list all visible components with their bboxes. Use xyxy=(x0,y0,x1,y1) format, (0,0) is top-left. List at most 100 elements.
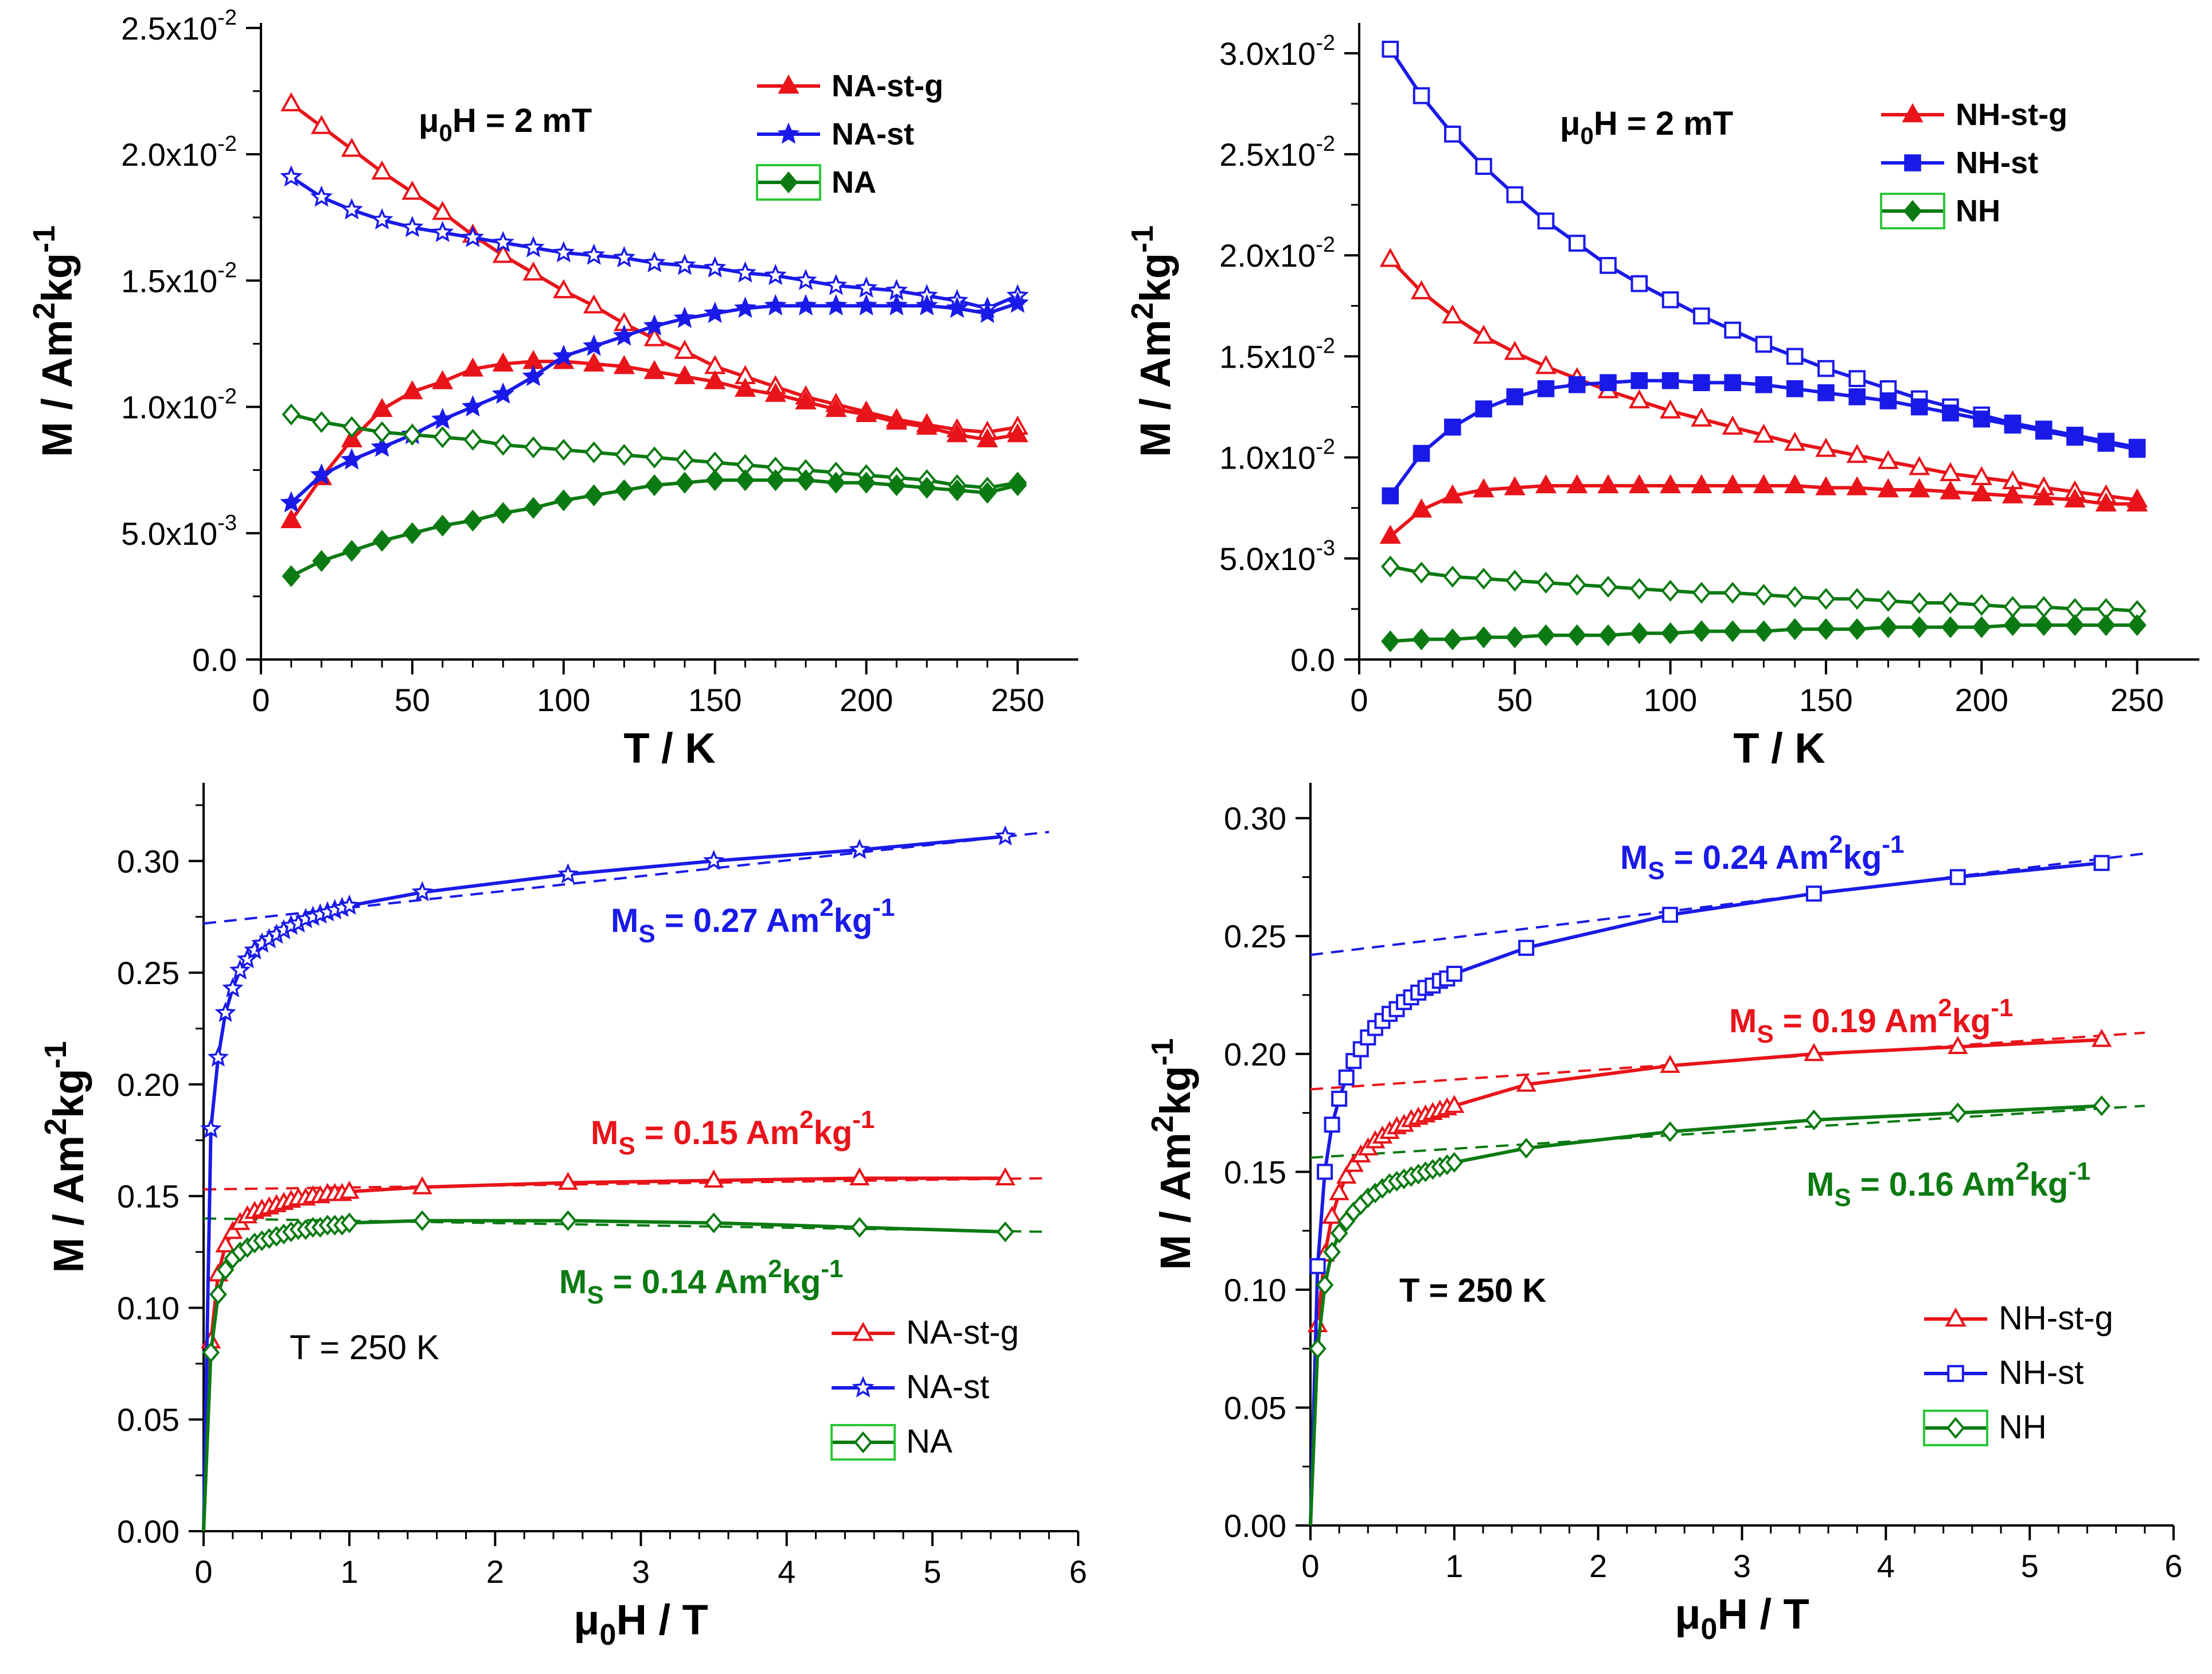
x-tick-label: 50 xyxy=(395,682,430,718)
data-point xyxy=(280,509,302,528)
data-point xyxy=(825,294,848,316)
saturation-annotation: MS = 0.16 Am2kg-1 xyxy=(1807,1157,2090,1212)
data-point xyxy=(855,276,878,298)
data-point xyxy=(1659,399,1682,419)
data-point xyxy=(463,428,482,451)
fit-line xyxy=(1310,852,2145,957)
data-point xyxy=(1817,360,1835,377)
data-point xyxy=(2034,614,2053,637)
data-point xyxy=(1879,590,1898,612)
series-NA-st-g-ZFC xyxy=(280,350,1029,528)
data-point xyxy=(1331,1090,1348,1107)
data-point xyxy=(583,352,605,372)
legend-marker xyxy=(1904,154,1921,171)
legend-box xyxy=(756,164,821,201)
data-point xyxy=(1846,476,1868,495)
y-tick-label: 0.05 xyxy=(1224,1390,1286,1426)
data-point xyxy=(584,484,603,506)
data-point xyxy=(492,244,514,263)
x-tick-label: 1 xyxy=(341,1554,358,1590)
data-point xyxy=(1786,348,1804,365)
data-point xyxy=(1517,1138,1535,1159)
series-line xyxy=(290,175,1019,310)
y-tick-label: 2.0x10-2 xyxy=(1219,233,1335,274)
y-tick-label: 0.0 xyxy=(1290,642,1335,678)
data-point xyxy=(461,395,485,417)
legend-label: NH-st-g xyxy=(1956,97,2067,132)
data-point xyxy=(704,256,727,278)
legend-label: NA xyxy=(906,1423,953,1460)
data-point xyxy=(2004,416,2022,434)
data-point xyxy=(613,324,635,346)
x-tick-label: 0 xyxy=(1350,682,1368,718)
data-point xyxy=(1816,588,1836,610)
data-point xyxy=(976,301,999,323)
saturation-annotation: MS = 0.19 Am2kg-1 xyxy=(1729,994,2013,1048)
data-point xyxy=(643,314,666,336)
data-point xyxy=(1008,474,1027,497)
data-point xyxy=(1442,304,1464,324)
data-point xyxy=(2093,854,2110,871)
fit-line xyxy=(203,830,1050,925)
data-point xyxy=(554,439,574,461)
data-point xyxy=(524,436,543,459)
data-point xyxy=(340,1212,358,1234)
field-note: μ0H = 2 mT xyxy=(1560,105,1733,149)
data-point xyxy=(216,1259,235,1281)
legend-label: NH xyxy=(1956,194,2000,228)
data-point xyxy=(734,261,757,283)
data-point xyxy=(796,469,816,491)
data-point xyxy=(1442,484,1464,504)
data-point xyxy=(312,550,331,572)
data-point xyxy=(1805,1109,1823,1130)
data-point xyxy=(1475,158,1492,175)
series-NH xyxy=(1309,1095,2110,1526)
data-point xyxy=(341,138,362,157)
data-point xyxy=(1569,376,1586,393)
data-point xyxy=(491,231,514,252)
data-point xyxy=(1847,618,1867,641)
data-point xyxy=(280,92,302,112)
data-point xyxy=(1382,41,1399,58)
legend-label: NH-st xyxy=(1999,1354,2084,1391)
data-point xyxy=(1941,592,1960,614)
data-point xyxy=(1505,626,1524,649)
data-point xyxy=(432,370,454,389)
data-point xyxy=(994,825,1016,846)
y-tick-label: 5.0x10-3 xyxy=(1219,536,1335,577)
x-tick-label: 0 xyxy=(252,682,270,718)
data-point xyxy=(1535,474,1557,494)
data-point xyxy=(214,1001,236,1023)
data-point xyxy=(403,522,422,544)
data-point xyxy=(1692,620,1711,642)
data-point xyxy=(643,360,665,380)
series-NA-st-g xyxy=(201,1167,1016,1532)
series-line xyxy=(1389,484,2137,538)
x-tick-label: 100 xyxy=(537,682,590,718)
data-point xyxy=(1754,620,1773,642)
data-point xyxy=(1661,1121,1679,1142)
data-point xyxy=(645,474,664,497)
data-point xyxy=(524,497,543,519)
data-point xyxy=(1330,1223,1348,1244)
x-axis-label: μ0H / T xyxy=(574,1596,708,1652)
data-point xyxy=(1598,624,1618,646)
x-tick-label: 150 xyxy=(688,682,742,718)
data-point xyxy=(2097,435,2115,452)
data-point xyxy=(1336,1165,1357,1184)
data-point xyxy=(855,403,877,422)
data-point xyxy=(1504,476,1526,495)
data-point xyxy=(403,423,422,446)
data-point xyxy=(342,416,361,438)
data-point xyxy=(553,279,575,299)
chart-panel-top-left: 0 50 100 150 200 250 0.0 5.0x10-3 1.0x10-2 1.5x10… xyxy=(27,6,1078,772)
data-point xyxy=(1382,487,1399,505)
data-point xyxy=(200,1118,222,1138)
data-point xyxy=(1848,370,1866,387)
data-point xyxy=(1661,580,1680,602)
data-point xyxy=(1505,569,1524,592)
data-point xyxy=(1846,443,1868,463)
x-axis-label: μ0H / T xyxy=(1675,1590,1809,1646)
data-point xyxy=(312,411,331,434)
data-point xyxy=(1309,1338,1327,1359)
